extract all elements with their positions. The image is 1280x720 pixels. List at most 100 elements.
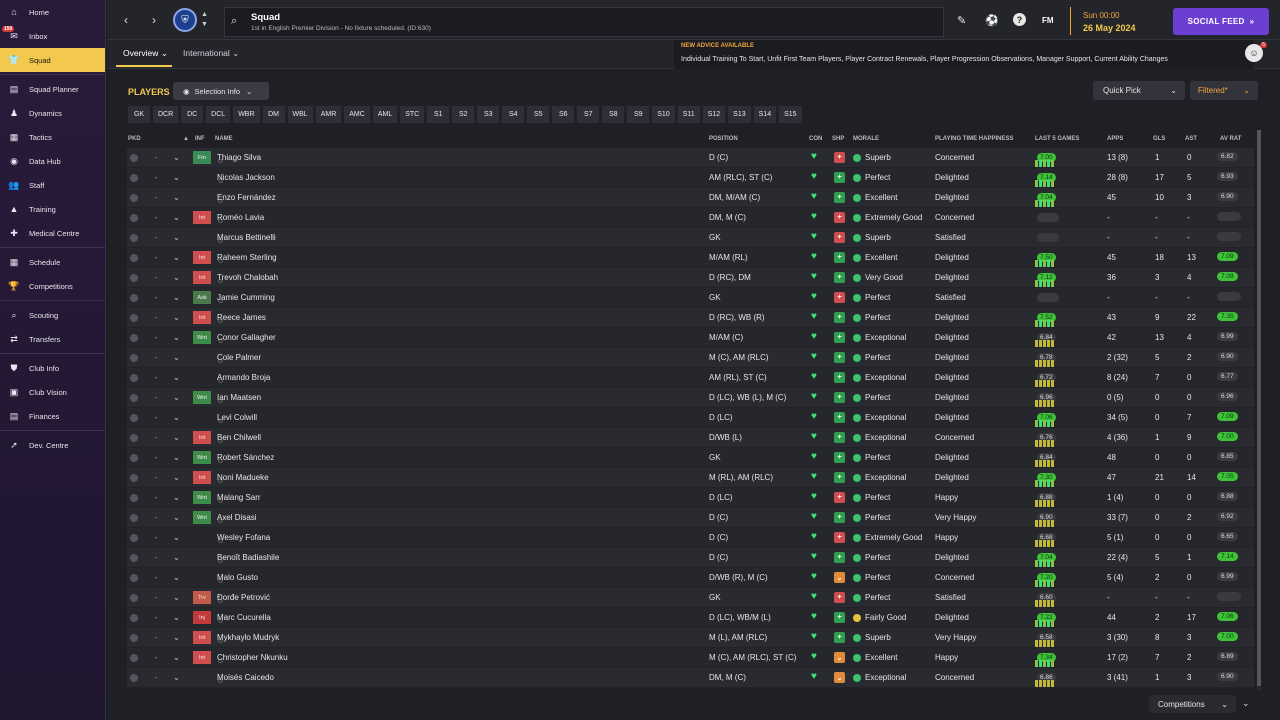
sidebar-item-transfers[interactable]: ⇄ Transfers xyxy=(0,327,105,351)
collapse-chevron-icon[interactable]: ⌄ xyxy=(1242,698,1250,708)
picked-indicator[interactable] xyxy=(130,494,138,502)
table-row[interactable]: - ⌄ ☺ Levi Colwill D (LC) ♥ + Exceptional Deligh… xyxy=(127,408,1254,428)
col-apps[interactable]: APPS xyxy=(1107,136,1124,142)
position-filter-dcr[interactable]: DCR xyxy=(153,106,179,123)
advice-banner[interactable]: NEW ADVICE AVAILABLE Individual Training… xyxy=(674,40,1254,69)
table-row[interactable]: - ⌄ Int ☺ Christopher Nkunku M (C), AM (RLC),… xyxy=(127,648,1254,668)
sidebar-item-competitions[interactable]: 🏆 Competitions xyxy=(0,274,105,298)
player-name[interactable]: ☺ Malang Sarr xyxy=(217,493,261,505)
col-last5[interactable]: LAST 5 GAMES xyxy=(1035,136,1080,142)
table-row[interactable]: - ⌄ ☺ Nicolas Jackson AM (RLC), ST (C) ♥ + Perf… xyxy=(127,168,1254,188)
table-row[interactable]: - ⌄ ☺ Armando Broja AM (RL), ST (C) ♥ + Excepti… xyxy=(127,368,1254,388)
sidebar-item-squad[interactable]: 👕 Squad xyxy=(0,48,105,72)
table-row[interactable]: - ⌄ Wnt ☺ Conor Gallagher M/AM (C) ♥ + Exception… xyxy=(127,328,1254,348)
table-row[interactable]: - ⌄ ☺ Malo Gusto D/WB (R), M (C) ♥ ⌄ Perfect Con… xyxy=(127,568,1254,588)
table-row[interactable]: - ⌄ ☺ Benoît Badiashile D (C) ♥ + Perfect Deligh… xyxy=(127,548,1254,568)
row-menu-chevron-icon[interactable]: ⌄ xyxy=(173,553,180,562)
player-name[interactable]: ☺ Benoît Badiashile xyxy=(217,553,279,565)
sidebar-item-dynamics[interactable]: ♟ Dynamics xyxy=(0,101,105,125)
table-row[interactable]: - ⌄ ☺ Marcus Bettinelli GK ♥ + Superb Satisfied -… xyxy=(127,228,1254,248)
player-name[interactable]: ☺ Cole Palmer xyxy=(217,353,261,365)
player-name[interactable]: ☺ Thiago Silva xyxy=(217,153,261,165)
player-name[interactable]: ☺ Malo Gusto xyxy=(217,573,258,585)
picked-indicator[interactable] xyxy=(130,534,138,542)
row-menu-chevron-icon[interactable]: ⌄ xyxy=(173,453,180,462)
picked-indicator[interactable] xyxy=(130,294,138,302)
position-filter-wbr[interactable]: WBR xyxy=(233,106,260,123)
picked-indicator[interactable] xyxy=(130,594,138,602)
row-menu-chevron-icon[interactable]: ⌄ xyxy=(173,413,180,422)
sort-asc-icon[interactable]: ▲ xyxy=(183,136,189,142)
sidebar-item-medical-centre[interactable]: ✚ Medical Centre xyxy=(0,221,105,245)
picked-indicator[interactable] xyxy=(130,234,138,242)
table-row[interactable]: - ⌄ Int ☺ Reece James D (RC), WB (R) ♥ + Perfect… xyxy=(127,308,1254,328)
row-menu-chevron-icon[interactable]: ⌄ xyxy=(173,493,180,502)
picked-indicator[interactable] xyxy=(130,474,138,482)
competitions-dropdown[interactable]: Competitions ⌄ xyxy=(1149,695,1236,713)
sidebar-item-tactics[interactable]: ▦ Tactics xyxy=(0,125,105,149)
table-row[interactable]: - ⌄ ☺ Moisés Caicedo DM, M (C) ♥ ⌄ Exceptional C… xyxy=(127,668,1254,688)
picked-indicator[interactable] xyxy=(130,654,138,662)
position-filter-gk[interactable]: GK xyxy=(128,106,150,123)
picked-indicator[interactable] xyxy=(130,194,138,202)
table-row[interactable]: - ⌄ Wnt ☺ Axel Disasi D (C) ♥ + Perfect Very Happ… xyxy=(127,508,1254,528)
row-menu-chevron-icon[interactable]: ⌄ xyxy=(173,353,180,362)
player-name[interactable]: ☺ Mykhaylo Mudryk xyxy=(217,633,279,645)
selection-info-button[interactable]: ◉ Selection Info ⌄ xyxy=(173,82,269,100)
row-menu-chevron-icon[interactable]: ⌄ xyxy=(173,373,180,382)
sidebar-item-staff[interactable]: 👥 Staff xyxy=(0,173,105,197)
position-filter-dc[interactable]: DC xyxy=(181,106,204,123)
table-row[interactable]: - ⌄ Int ☺ Mykhaylo Mudryk M (L), AM (RLC) ♥ + Su… xyxy=(127,628,1254,648)
table-row[interactable]: - ⌄ Trv ☺ Đorđe Petrović GK ♥ + Perfect Satisfied… xyxy=(127,588,1254,608)
player-name[interactable]: ☺ Raheem Sterling xyxy=(217,253,277,265)
position-filter-s15[interactable]: S15 xyxy=(779,106,802,123)
player-name[interactable]: ☺ Christopher Nkunku xyxy=(217,653,288,665)
position-filter-dcl[interactable]: DCL xyxy=(206,106,231,123)
sidebar-item-finances[interactable]: ▤ Finances xyxy=(0,404,105,428)
sidebar-item-data-hub[interactable]: ◉ Data Hub xyxy=(0,149,105,173)
sidebar-item-inbox[interactable]: ✉ Inbox 150 xyxy=(0,24,105,48)
table-row[interactable]: - ⌄ Fm ☺ Thiago Silva D (C) ♥ + Superb Concerned 7… xyxy=(127,148,1254,168)
row-menu-chevron-icon[interactable]: ⌄ xyxy=(173,513,180,522)
player-name[interactable]: ☺ Ian Maatsen xyxy=(217,393,261,405)
player-name[interactable]: ☺ Conor Gallagher xyxy=(217,333,276,345)
row-menu-chevron-icon[interactable]: ⌄ xyxy=(173,533,180,542)
sidebar-item-home[interactable]: ⌂ Home xyxy=(0,0,105,24)
table-row[interactable]: - ⌄ Int ☺ Trevoh Chalobah D (RC), DM ♥ + Very Go… xyxy=(127,268,1254,288)
col-playing-time[interactable]: PLAYING TIME HAPPINESS xyxy=(935,136,1014,142)
picked-indicator[interactable] xyxy=(130,274,138,282)
table-row[interactable]: - ⌄ Ask ☺ Jamie Cumming GK ♥ + Perfect Satisfied -… xyxy=(127,288,1254,308)
player-name[interactable]: ☺ Reece James xyxy=(217,313,266,325)
position-filter-s4[interactable]: S4 xyxy=(502,106,525,123)
picked-indicator[interactable] xyxy=(130,434,138,442)
table-row[interactable]: - ⌄ Inj ☺ Marc Cucurella D (LC), WB/M (L) ♥ + Fa… xyxy=(127,608,1254,628)
club-crest-icon[interactable]: ⛨ xyxy=(173,8,197,32)
row-menu-chevron-icon[interactable]: ⌄ xyxy=(173,173,180,182)
picked-indicator[interactable] xyxy=(130,174,138,182)
position-filter-s3[interactable]: S3 xyxy=(477,106,500,123)
position-filter-wbl[interactable]: WBL xyxy=(287,106,313,123)
col-gls[interactable]: GLS xyxy=(1153,136,1166,142)
player-name[interactable]: ☺ Axel Disasi xyxy=(217,513,257,525)
player-name[interactable]: ☺ Enzo Fernández xyxy=(217,193,276,205)
table-row[interactable]: - ⌄ Int ☺ Noni Madueke M (RL), AM (RLC) ♥ + Exce… xyxy=(127,468,1254,488)
picked-indicator[interactable] xyxy=(130,614,138,622)
col-pkd[interactable]: PKD xyxy=(128,136,141,142)
table-row[interactable]: - ⌄ Int ☺ Raheem Sterling M/AM (RL) ♥ + Excellen… xyxy=(127,248,1254,268)
club-switch-arrows-icon[interactable]: ▲ ▼ xyxy=(201,11,208,28)
tab-international[interactable]: International ⌄ xyxy=(183,48,239,59)
col-ast[interactable]: AST xyxy=(1185,136,1197,142)
row-menu-chevron-icon[interactable]: ⌄ xyxy=(173,273,180,282)
row-menu-chevron-icon[interactable]: ⌄ xyxy=(173,333,180,342)
position-filter-amr[interactable]: AMR xyxy=(315,106,342,123)
table-row[interactable]: - ⌄ ☺ Enzo Fernández DM, M/AM (C) ♥ + Excellent… xyxy=(127,188,1254,208)
row-menu-chevron-icon[interactable]: ⌄ xyxy=(173,473,180,482)
picked-indicator[interactable] xyxy=(130,394,138,402)
picked-indicator[interactable] xyxy=(130,554,138,562)
help-icon[interactable]: ? xyxy=(1013,13,1026,26)
position-filter-s1[interactable]: S1 xyxy=(427,106,450,123)
col-avrat[interactable]: AV RAT xyxy=(1220,136,1242,142)
position-filter-s2[interactable]: S2 xyxy=(452,106,475,123)
picked-indicator[interactable] xyxy=(130,514,138,522)
row-menu-chevron-icon[interactable]: ⌄ xyxy=(173,313,180,322)
